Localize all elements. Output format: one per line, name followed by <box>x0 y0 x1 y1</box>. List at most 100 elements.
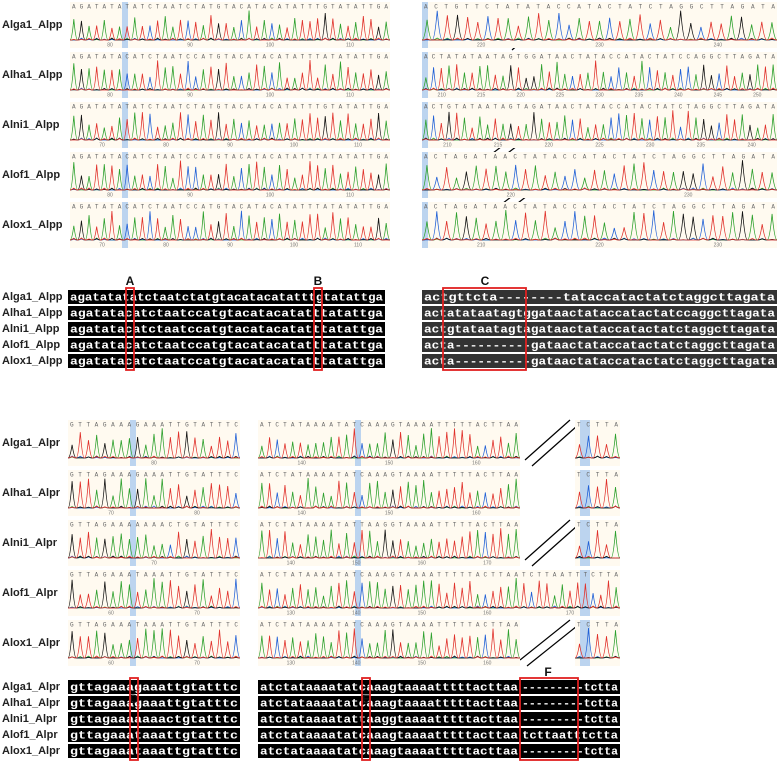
site-box <box>125 287 135 371</box>
base-calls: TCTTA <box>577 622 618 629</box>
base-calls: GTTAGAAAAAAACTGTATTTC <box>70 522 238 529</box>
trace-tick: 70 <box>108 510 114 516</box>
trace <box>67 578 241 609</box>
alignment-seq: gttagaaagaaattgtatttc <box>70 698 238 710</box>
alignment-seq: acta----------gataactataccatactatctaggct… <box>424 356 775 368</box>
highlight <box>122 52 128 98</box>
trace <box>67 534 241 559</box>
trace-tick: 90 <box>227 242 233 248</box>
sample-label: Alni1_Alpp <box>2 119 60 131</box>
trace-tick: 160 <box>472 510 481 516</box>
trace-tick: 240 <box>674 92 683 98</box>
highlight <box>355 570 361 616</box>
trace-panel <box>422 102 777 148</box>
trace <box>421 110 777 141</box>
trace-tick: 220 <box>507 192 516 198</box>
base-calls: GTTAGAAAGAAATTGTATTTC <box>70 422 238 429</box>
alignment-seq: actatataatagtggataactataccatactatccaggct… <box>424 308 775 320</box>
base-calls: TCTTA <box>577 522 618 529</box>
site-box <box>361 677 371 761</box>
trace-tick: 160 <box>472 460 481 466</box>
trace-panel <box>258 520 520 566</box>
alignment-seq: ---------tctta <box>522 698 618 710</box>
alignment-seq: actgttcta--------tataccatactatctaggcttag… <box>424 292 775 304</box>
sample-label: Alof1_Alpr <box>2 729 58 741</box>
trace-tick: 250 <box>753 92 762 98</box>
highlight <box>130 420 136 466</box>
trace-tick: 60 <box>108 610 114 616</box>
alignment-seq: gttagaaaaaaactgtatttc <box>70 714 238 726</box>
highlight <box>580 620 590 666</box>
trace <box>574 634 621 659</box>
trace <box>69 60 391 91</box>
trace-tick: 220 <box>516 92 525 98</box>
trace-panel <box>258 420 520 466</box>
alignment-bg <box>520 728 620 742</box>
trace-tick: 80 <box>107 92 113 98</box>
site-marker: A <box>126 274 135 288</box>
trace <box>67 528 241 559</box>
trace-tick: 80 <box>151 460 157 466</box>
trace-tick: 130 <box>287 610 296 616</box>
trace-tick: 245 <box>714 92 723 98</box>
trace-tick: 225 <box>556 92 565 98</box>
highlight <box>355 470 361 516</box>
site-marker: E <box>362 692 370 706</box>
trace-tick: 170 <box>566 610 575 616</box>
trace <box>67 629 241 659</box>
alignment-bg <box>258 712 520 726</box>
alignment-bg <box>422 338 777 352</box>
trace-tick: 100 <box>290 142 299 148</box>
highlight <box>580 520 590 566</box>
trace <box>421 60 777 91</box>
site-box <box>313 287 323 371</box>
sample-label: Alox1_Alpr <box>2 637 61 649</box>
trace-tick: 160 <box>483 660 492 666</box>
highlight <box>355 520 361 566</box>
alignment-bg <box>68 680 240 694</box>
base-calls: TCTTAATTTCTTA <box>522 572 618 579</box>
trace-tick: 100 <box>266 42 275 48</box>
alignment-bg <box>68 354 385 368</box>
alignment-seq: ---------tctta <box>522 682 618 694</box>
trace-panel <box>258 470 520 516</box>
trace-tick: 70 <box>151 560 157 566</box>
trace-tick: 230 <box>646 142 655 148</box>
alignment-bg <box>68 290 385 304</box>
trace-tick: 230 <box>714 242 723 248</box>
trace <box>67 431 241 459</box>
highlight <box>422 2 428 48</box>
alignment-bg <box>520 680 620 694</box>
trace-tick: 210 <box>438 92 447 98</box>
highlight <box>580 420 590 466</box>
alignment-seq: agatatacatctaatccatgtacatacatatttatattga <box>70 356 383 368</box>
trace-tick: 80 <box>163 142 169 148</box>
alignment-seq: atctataaaatatcaaagtaaaatttttacttaa <box>260 682 518 694</box>
alignment-bg <box>422 306 777 320</box>
highlight <box>130 470 136 516</box>
trace <box>67 478 241 509</box>
alignment-bg <box>68 744 240 758</box>
trace-tick: 160 <box>418 560 427 566</box>
trace-tick: 100 <box>266 92 275 98</box>
alignment-bg <box>258 728 520 742</box>
trace-tick: 150 <box>385 460 394 466</box>
alignment-bg <box>520 696 620 710</box>
highlight <box>580 570 590 616</box>
trace-tick: 220 <box>595 242 604 248</box>
trace <box>421 210 777 241</box>
trace-tick: 90 <box>187 192 193 198</box>
alignment-seq: agatatatatctaatctatgtacatacatatttgtatatt… <box>70 292 383 304</box>
highlight <box>122 202 128 248</box>
trace-tick: 80 <box>107 192 113 198</box>
trace-tick: 235 <box>635 92 644 98</box>
trace-tick: 140 <box>352 660 361 666</box>
trace <box>421 13 777 41</box>
trace <box>257 428 521 459</box>
trace-tick: 110 <box>354 142 362 148</box>
trace-tick: 150 <box>352 560 361 566</box>
site-box <box>442 287 527 371</box>
sample-label: Alox1_Alpr <box>2 745 61 757</box>
alignment-bg <box>68 306 385 320</box>
alignment-bg <box>68 712 240 726</box>
